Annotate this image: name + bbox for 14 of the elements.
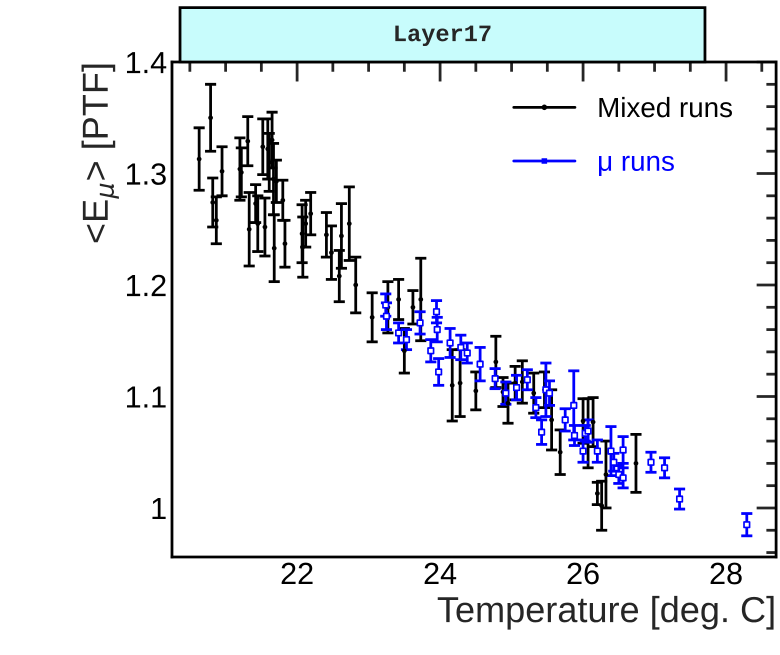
legend-label: Mixed runs bbox=[599, 96, 732, 118]
y-tick-label: 1.4 bbox=[126, 52, 166, 74]
legend-label: μ runs bbox=[599, 156, 674, 176]
chart-title: Layer17 bbox=[395, 26, 491, 46]
x-tick-label: 24 bbox=[424, 562, 456, 584]
x-axis-title: Temperature [deg. C] bbox=[438, 596, 774, 630]
x-tick-label: 26 bbox=[568, 562, 599, 584]
x-tick-label: 28 bbox=[710, 562, 742, 584]
y-axis-title: <E$_{μ}$> [PTF] bbox=[82, 64, 119, 242]
y-tick-label: 1.2 bbox=[126, 274, 166, 296]
x-tick-label: 22 bbox=[282, 562, 313, 584]
y-tick-label: 1.3 bbox=[126, 163, 166, 185]
y-tick-label: 1.1 bbox=[126, 386, 166, 408]
y-tick-label: 1 bbox=[152, 498, 166, 520]
